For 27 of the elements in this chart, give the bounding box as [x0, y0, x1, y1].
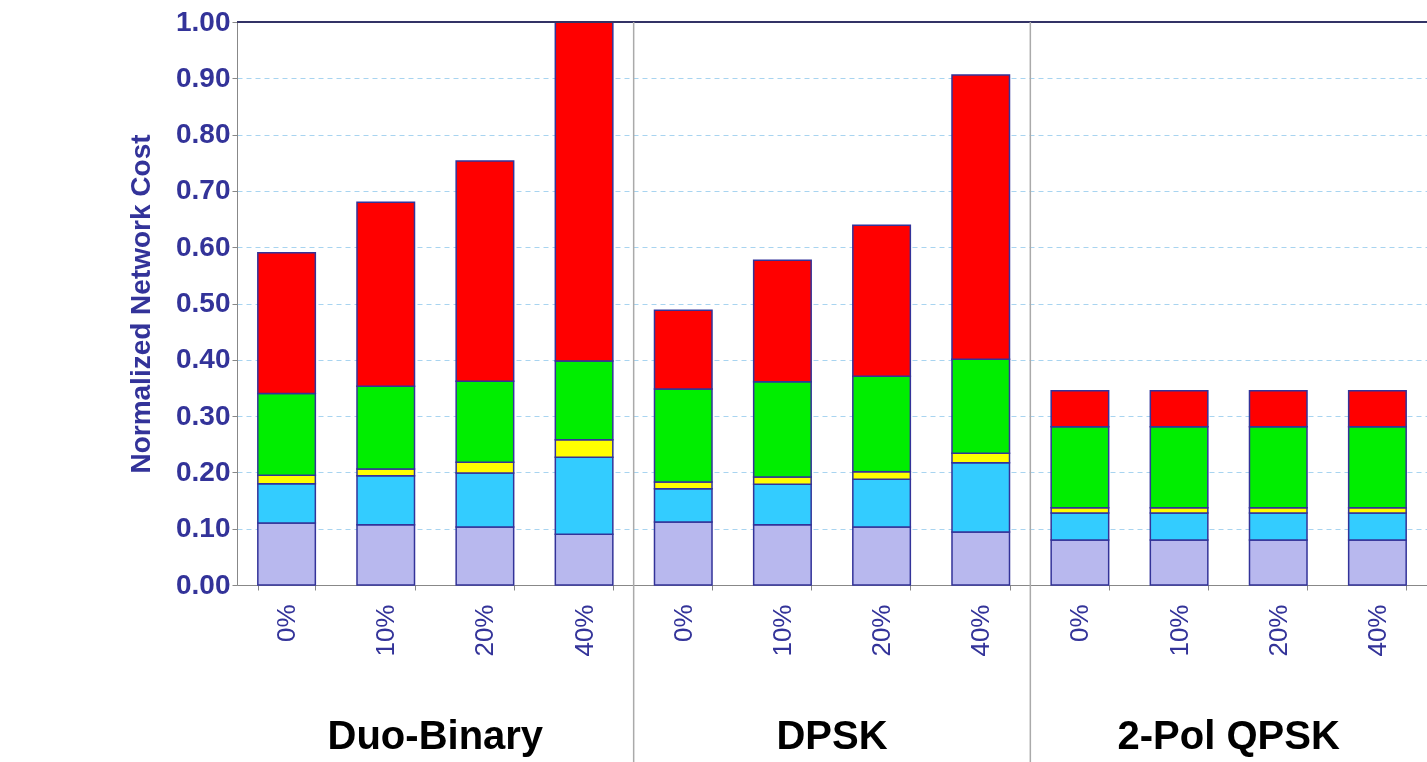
y-tick-label: 1.00	[176, 5, 231, 37]
x-tick-label: 10%	[1163, 604, 1194, 657]
y-tick-label: 0.00	[176, 568, 231, 600]
x-tick-label: 0%	[271, 604, 302, 643]
y-axis-title: Normalized Network Cost	[125, 134, 156, 474]
x-tick-label: 20%	[866, 604, 897, 657]
y-tick-label: 0.10	[176, 512, 231, 544]
y-tick-label: 0.60	[176, 230, 231, 262]
text: DPSK	[776, 713, 888, 757]
x-tick-label: 10%	[370, 604, 401, 657]
x-tick-label: 0%	[667, 604, 698, 643]
x-tick-label: 40%	[965, 604, 996, 657]
y-tick-label: 0.70	[176, 174, 231, 206]
x-tick-label: 20%	[1262, 604, 1293, 657]
text: 2-Pol QPSK	[1117, 713, 1340, 757]
text: Duo-Binary	[327, 713, 544, 757]
x-tick-label: 0%	[1064, 604, 1095, 643]
y-tick-label: 0.90	[176, 61, 231, 93]
x-tick-label: 20%	[469, 604, 500, 657]
x-tick-label: 40%	[568, 604, 599, 657]
y-tick-label: 0.80	[176, 118, 231, 150]
y-tick-label: 0.20	[176, 455, 231, 487]
x-tick-label: 40%	[1361, 604, 1392, 657]
x-tick-label: 10%	[766, 604, 797, 657]
y-tick-label: 0.30	[176, 399, 231, 431]
y-tick-label: 0.40	[176, 343, 231, 375]
y-tick-label: 0.50	[176, 287, 231, 318]
